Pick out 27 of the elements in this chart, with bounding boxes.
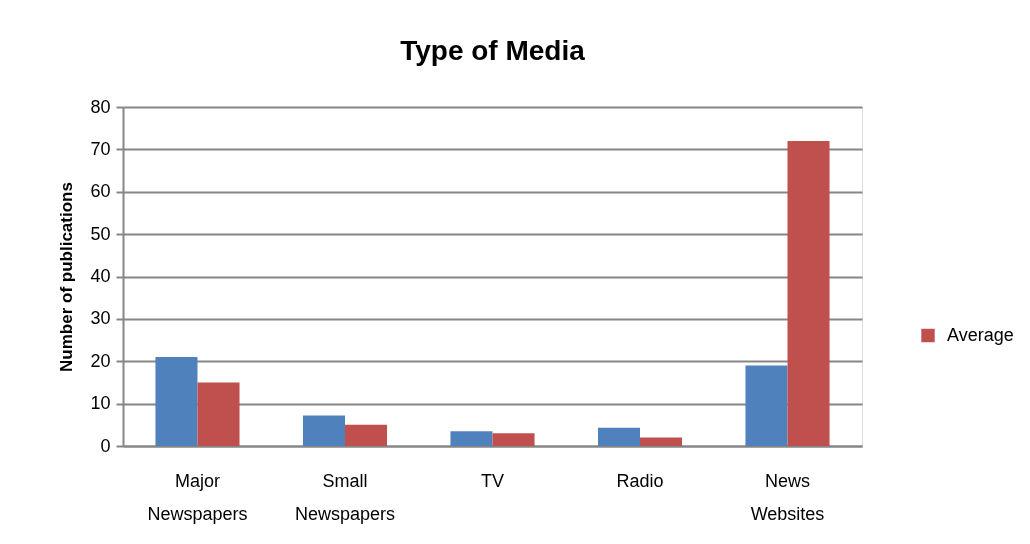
x-tick-label: News Websites — [750, 470, 825, 524]
y-tick-label: 0 — [100, 435, 111, 456]
x-tick-label: TV — [480, 470, 505, 491]
bar — [492, 433, 535, 446]
y-tick-label: 20 — [90, 350, 111, 371]
bar — [302, 415, 345, 446]
bar — [640, 437, 683, 446]
y-tick-label: 50 — [90, 223, 111, 244]
y-tick-label: 80 — [90, 96, 111, 117]
bar — [155, 357, 198, 446]
y-tick-label: 10 — [90, 393, 111, 414]
bar — [197, 382, 240, 446]
chart-title: Type of Media — [400, 35, 586, 66]
x-tick-label: Radio — [616, 470, 664, 491]
bar — [345, 424, 388, 446]
bar — [745, 365, 788, 446]
y-tick-label: 70 — [90, 138, 111, 159]
x-tick-label: Major Newspapers — [147, 470, 248, 524]
y-tick-label: 30 — [90, 308, 111, 329]
y-tick-label: 40 — [90, 266, 111, 286]
bar — [597, 427, 640, 446]
bar — [450, 431, 493, 446]
y-tick-label: 60 — [90, 181, 111, 202]
y-axis-title: Number of publications — [57, 182, 77, 372]
legend-label: Average — [947, 324, 1014, 345]
x-tick-label: Small Newspapers — [294, 470, 396, 524]
bar — [787, 140, 830, 446]
